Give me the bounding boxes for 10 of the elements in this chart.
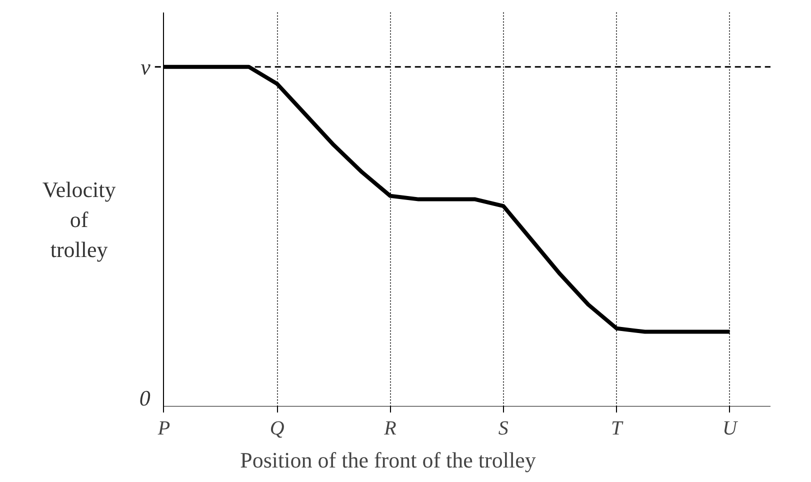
x-tick-label: S	[498, 418, 508, 440]
x-tick-label: T	[611, 418, 624, 440]
x-axis-title: Position of the front of the trolley	[240, 448, 536, 472]
x-tick-label: P	[156, 418, 170, 440]
x-tick-label: Q	[270, 418, 285, 440]
text: 0	[139, 386, 150, 411]
x-tick-label: R	[383, 418, 396, 440]
y-axis-title: Velocity of trolley	[42, 177, 116, 262]
x-tick-label: U	[722, 418, 739, 440]
ref-line-label: v	[140, 54, 151, 80]
